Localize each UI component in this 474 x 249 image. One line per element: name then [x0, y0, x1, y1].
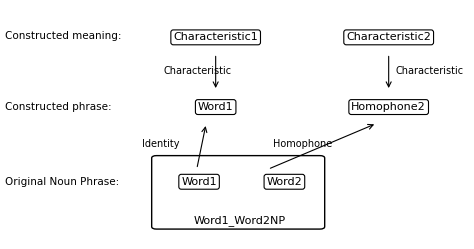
Text: Constructed phrase:: Constructed phrase: [5, 102, 111, 112]
Text: Word1: Word1 [198, 102, 234, 112]
Text: Characteristic2: Characteristic2 [346, 32, 431, 42]
Text: Word1: Word1 [181, 177, 217, 187]
Text: Word2: Word2 [266, 177, 302, 187]
Text: Word1_Word2NP: Word1_Word2NP [193, 215, 285, 226]
Text: Characteristic1: Characteristic1 [173, 32, 258, 42]
Text: Characteristic: Characteristic [164, 66, 232, 76]
Text: Homophone2: Homophone2 [351, 102, 426, 112]
FancyBboxPatch shape [152, 156, 325, 229]
Text: Constructed meaning:: Constructed meaning: [5, 31, 121, 41]
Text: Original Noun Phrase:: Original Noun Phrase: [5, 177, 119, 187]
Text: Homophone: Homophone [273, 139, 332, 149]
Text: Identity: Identity [142, 139, 180, 149]
Text: Characteristic: Characteristic [396, 66, 464, 76]
